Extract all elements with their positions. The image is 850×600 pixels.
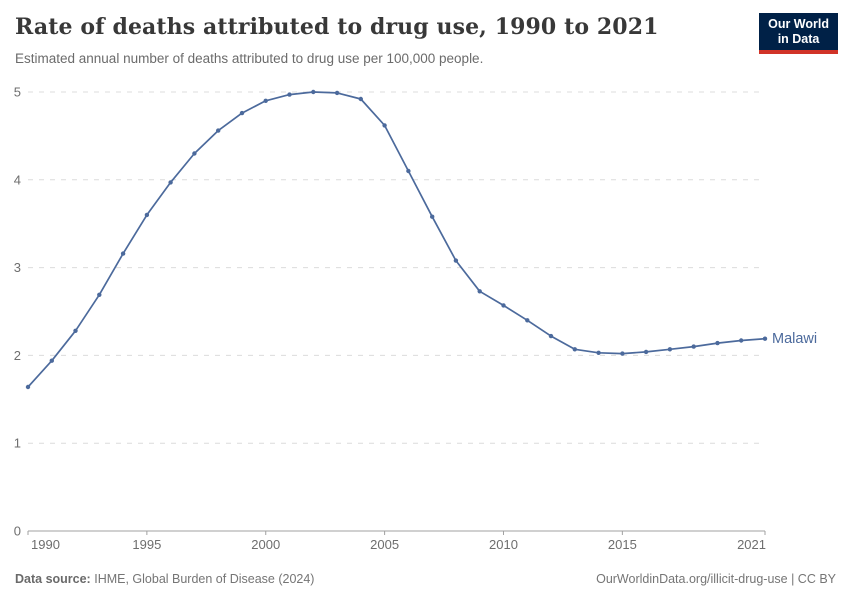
data-source: Data source: IHME, Global Burden of Dise… [15,572,314,586]
series-entity-label[interactable]: Malawi [772,331,817,347]
x-tick-label: 2010 [489,537,518,552]
owid-logo-line1: Our World [768,17,829,31]
data-point-marker[interactable] [501,303,506,308]
x-tick-label: 2000 [251,537,280,552]
data-point-marker[interactable] [739,338,744,343]
data-point-marker[interactable] [49,358,54,363]
data-point-marker[interactable] [525,318,530,323]
data-point-marker[interactable] [406,168,411,174]
data-point-marker[interactable] [144,212,150,218]
data-point-marker[interactable] [216,128,221,133]
data-point-marker[interactable] [643,349,649,355]
data-point-marker[interactable] [73,328,78,333]
data-source-label: Data source: [15,572,91,586]
series-line[interactable] [27,91,766,388]
data-point-marker[interactable] [762,336,768,341]
x-tick-label: 2021 [737,537,766,552]
data-point-marker[interactable] [97,292,102,297]
data-point-marker[interactable] [667,347,673,352]
y-tick-label: 5 [14,85,21,100]
y-tick-label: 4 [14,172,21,187]
data-point-marker[interactable] [620,351,625,356]
data-point-marker[interactable] [715,340,720,346]
data-point-marker[interactable] [548,333,554,339]
credit-link[interactable]: OurWorldinData.org/illicit-drug-use | CC… [596,572,836,586]
data-point-marker[interactable] [263,98,268,104]
data-point-marker[interactable] [453,258,459,263]
y-tick-label: 2 [14,348,21,363]
x-tick-label: 2015 [608,537,637,552]
owid-logo[interactable]: Our World in Data [759,13,838,54]
data-point-marker[interactable] [691,344,696,349]
x-tick-label: 1995 [132,537,161,552]
data-point-marker[interactable] [430,214,435,219]
data-point-marker[interactable] [192,151,197,156]
owid-logo-line2: in Data [777,32,820,46]
data-point-marker[interactable] [168,180,173,185]
y-tick-label: 3 [14,260,21,275]
data-point-marker[interactable] [239,110,245,116]
data-point-marker[interactable] [25,384,31,390]
x-tick-label: 1990 [31,537,60,552]
data-point-marker[interactable] [358,96,363,102]
data-point-marker[interactable] [334,90,340,96]
chart-footer: Data source: IHME, Global Burden of Dise… [15,572,836,586]
chart-title: Rate of deaths attributed to drug use, 1… [15,14,659,40]
data-point-marker[interactable] [287,92,292,97]
data-point-marker[interactable] [311,89,316,95]
data-point-marker[interactable] [572,347,577,352]
data-point-marker[interactable] [382,123,387,128]
chart-subtitle: Estimated annual number of deaths attrib… [15,51,484,66]
data-point-marker[interactable] [596,350,601,355]
y-tick-label: 1 [14,436,21,451]
x-tick-label: 2005 [370,537,399,552]
data-point-marker[interactable] [120,251,126,256]
data-source-value: IHME, Global Burden of Disease (2024) [94,572,315,586]
y-tick-label: 0 [14,524,21,539]
data-point-marker[interactable] [477,289,482,294]
